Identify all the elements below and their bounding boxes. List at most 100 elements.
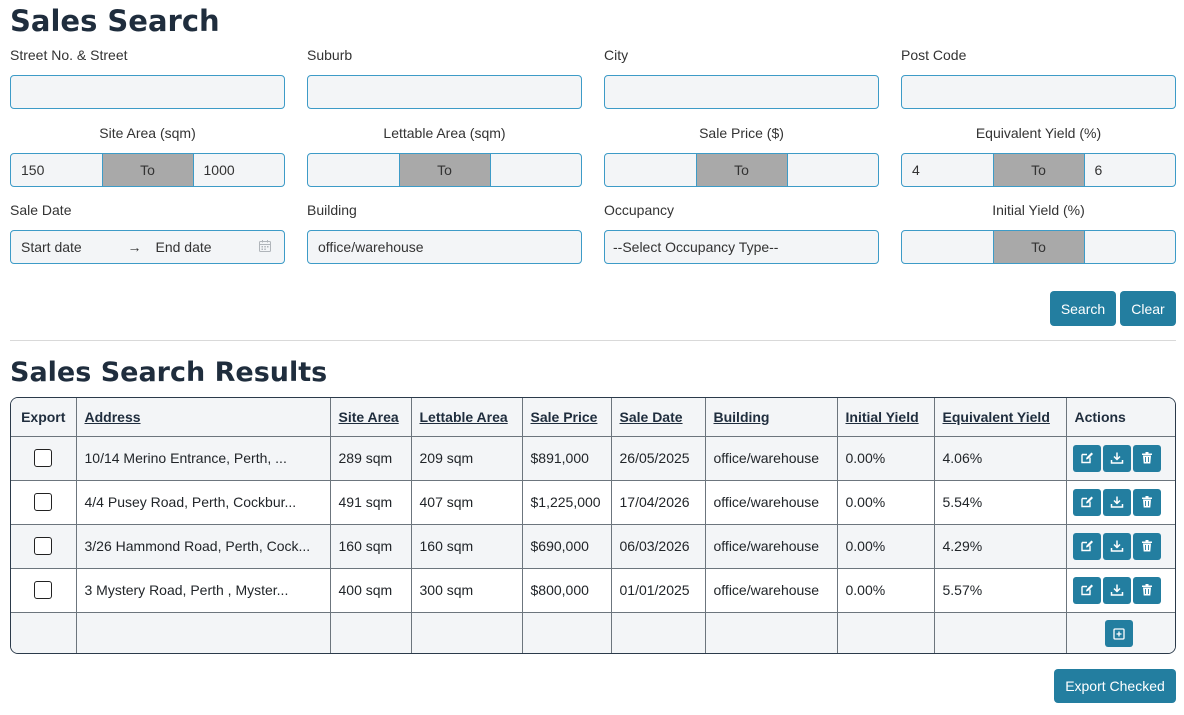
trash-icon[interactable] <box>1132 444 1161 472</box>
cell-lettable-area: 160 sqm <box>410 523 523 569</box>
cell-building: office/warehouse <box>704 479 838 525</box>
city-label: City <box>604 47 629 63</box>
occupancy-field: Occupancy --Select Occupancy Type-- <box>604 200 879 264</box>
download-icon[interactable] <box>1102 576 1131 604</box>
download-icon[interactable] <box>1102 532 1131 560</box>
header-address[interactable]: Address <box>75 398 331 437</box>
cell-sale-date: 17/04/2026 <box>610 479 706 525</box>
table-row: 3 Mystery Road, Perth , Myster... 400 sqm… <box>11 567 1175 613</box>
street-input[interactable] <box>10 75 285 109</box>
suburb-label: Suburb <box>307 47 353 63</box>
header-site-area[interactable]: Site Area <box>329 398 412 437</box>
postcode-label: Post Code <box>901 47 967 63</box>
initial-yield-to-input[interactable] <box>1084 231 1175 263</box>
lettable-area-field: Lettable Area (sqm) To <box>307 123 582 187</box>
header-building[interactable]: Building <box>704 398 838 437</box>
cell-equivalent-yield: 5.54% <box>933 479 1067 525</box>
table-row: 10/14 Merino Entrance, Perth, ... 289 sqm… <box>11 435 1175 481</box>
table-row: 3/26 Hammond Road, Perth, Cock... 160 sqm… <box>11 523 1175 569</box>
results-table: Export Address Site Area Lettable Area S… <box>10 397 1176 654</box>
export-checkbox[interactable] <box>34 537 53 556</box>
export-checked-button[interactable]: Export Checked <box>1054 669 1176 703</box>
cell-site-area: 160 sqm <box>329 523 412 569</box>
table-header-row: Export Address Site Area Lettable Area S… <box>11 398 1175 437</box>
header-initial-yield[interactable]: Initial Yield <box>836 398 935 437</box>
city-input[interactable] <box>604 75 879 109</box>
end-date-input[interactable]: End date <box>155 239 212 255</box>
table-row: 4/4 Pusey Road, Perth, Cockbur... 491 sqm… <box>11 479 1175 525</box>
edit-icon[interactable] <box>1072 532 1101 560</box>
cell-lettable-area: 407 sqm <box>410 479 523 525</box>
initial-yield-field: Initial Yield (%) To <box>901 200 1176 264</box>
cell-building: office/warehouse <box>704 435 838 481</box>
sale-price-to-input[interactable] <box>787 154 878 186</box>
edit-icon[interactable] <box>1072 576 1101 604</box>
row-actions <box>1065 479 1175 525</box>
export-checkbox[interactable] <box>34 449 53 468</box>
building-input[interactable] <box>307 230 582 264</box>
cell-initial-yield: 0.00% <box>836 567 935 613</box>
suburb-field: Suburb <box>307 45 582 109</box>
cell-site-area: 400 sqm <box>329 567 412 613</box>
equiv-yield-from-input[interactable] <box>902 154 993 186</box>
building-field: Building <box>307 200 582 264</box>
add-row-icon[interactable] <box>1104 620 1133 648</box>
download-icon[interactable] <box>1102 444 1131 472</box>
sale-price-to-label: To <box>695 154 788 186</box>
cell-equivalent-yield: 4.29% <box>933 523 1067 569</box>
edit-icon[interactable] <box>1072 444 1101 472</box>
equiv-yield-label: Equivalent Yield (%) <box>975 125 1102 141</box>
lettable-area-label: Lettable Area (sqm) <box>383 125 506 141</box>
city-field: City <box>604 45 879 109</box>
cell-building: office/warehouse <box>704 523 838 569</box>
sale-date-field: Sale Date Start date → End date <box>10 200 285 264</box>
lettable-area-from-input[interactable] <box>308 154 399 186</box>
results-title: Sales Search Results <box>10 357 328 388</box>
cell-sale-price: $1,225,000 <box>521 479 612 525</box>
trash-icon[interactable] <box>1132 576 1161 604</box>
header-sale-price[interactable]: Sale Price <box>521 398 612 437</box>
cell-address: 10/14 Merino Entrance, Perth, ... <box>75 435 331 481</box>
export-checkbox[interactable] <box>34 493 53 512</box>
start-date-input[interactable]: Start date <box>21 239 82 255</box>
cell-initial-yield: 0.00% <box>836 523 935 569</box>
clear-button[interactable]: Clear <box>1120 291 1176 326</box>
sale-price-from-input[interactable] <box>605 154 696 186</box>
sale-date-range-picker[interactable]: Start date → End date <box>10 230 285 264</box>
trash-icon[interactable] <box>1132 532 1161 560</box>
row-actions <box>1065 523 1175 569</box>
site-area-to-input[interactable] <box>193 154 284 186</box>
site-area-range: To <box>10 153 285 187</box>
header-lettable-area[interactable]: Lettable Area <box>410 398 523 437</box>
initial-yield-to-label: To <box>992 231 1085 263</box>
site-area-label: Site Area (sqm) <box>99 125 196 141</box>
download-icon[interactable] <box>1102 488 1131 516</box>
header-actions: Actions <box>1065 398 1175 437</box>
initial-yield-from-input[interactable] <box>902 231 993 263</box>
lettable-area-to-input[interactable] <box>490 154 581 186</box>
cell-site-area: 289 sqm <box>329 435 412 481</box>
site-area-field: Site Area (sqm) To <box>10 123 285 187</box>
site-area-from-input[interactable] <box>11 154 102 186</box>
initial-yield-range: To <box>901 230 1176 264</box>
postcode-input[interactable] <box>901 75 1176 109</box>
trash-icon[interactable] <box>1132 488 1161 516</box>
equiv-yield-field: Equivalent Yield (%) To <box>901 123 1176 187</box>
cell-address: 4/4 Pusey Road, Perth, Cockbur... <box>75 479 331 525</box>
sale-price-range: To <box>604 153 879 187</box>
cell-address: 3/26 Hammond Road, Perth, Cock... <box>75 523 331 569</box>
equiv-yield-to-label: To <box>992 154 1085 186</box>
export-checkbox[interactable] <box>34 581 53 600</box>
street-label: Street No. & Street <box>10 47 128 63</box>
cell-initial-yield: 0.00% <box>836 479 935 525</box>
cell-sale-price: $690,000 <box>521 523 612 569</box>
equiv-yield-to-input[interactable] <box>1084 154 1175 186</box>
header-equivalent-yield[interactable]: Equivalent Yield <box>933 398 1067 437</box>
search-button[interactable]: Search <box>1050 291 1116 326</box>
cell-site-area: 491 sqm <box>329 479 412 525</box>
suburb-input[interactable] <box>307 75 582 109</box>
calendar-icon[interactable] <box>258 239 274 256</box>
edit-icon[interactable] <box>1072 488 1101 516</box>
occupancy-select[interactable]: --Select Occupancy Type-- <box>604 230 879 264</box>
header-sale-date[interactable]: Sale Date <box>610 398 706 437</box>
